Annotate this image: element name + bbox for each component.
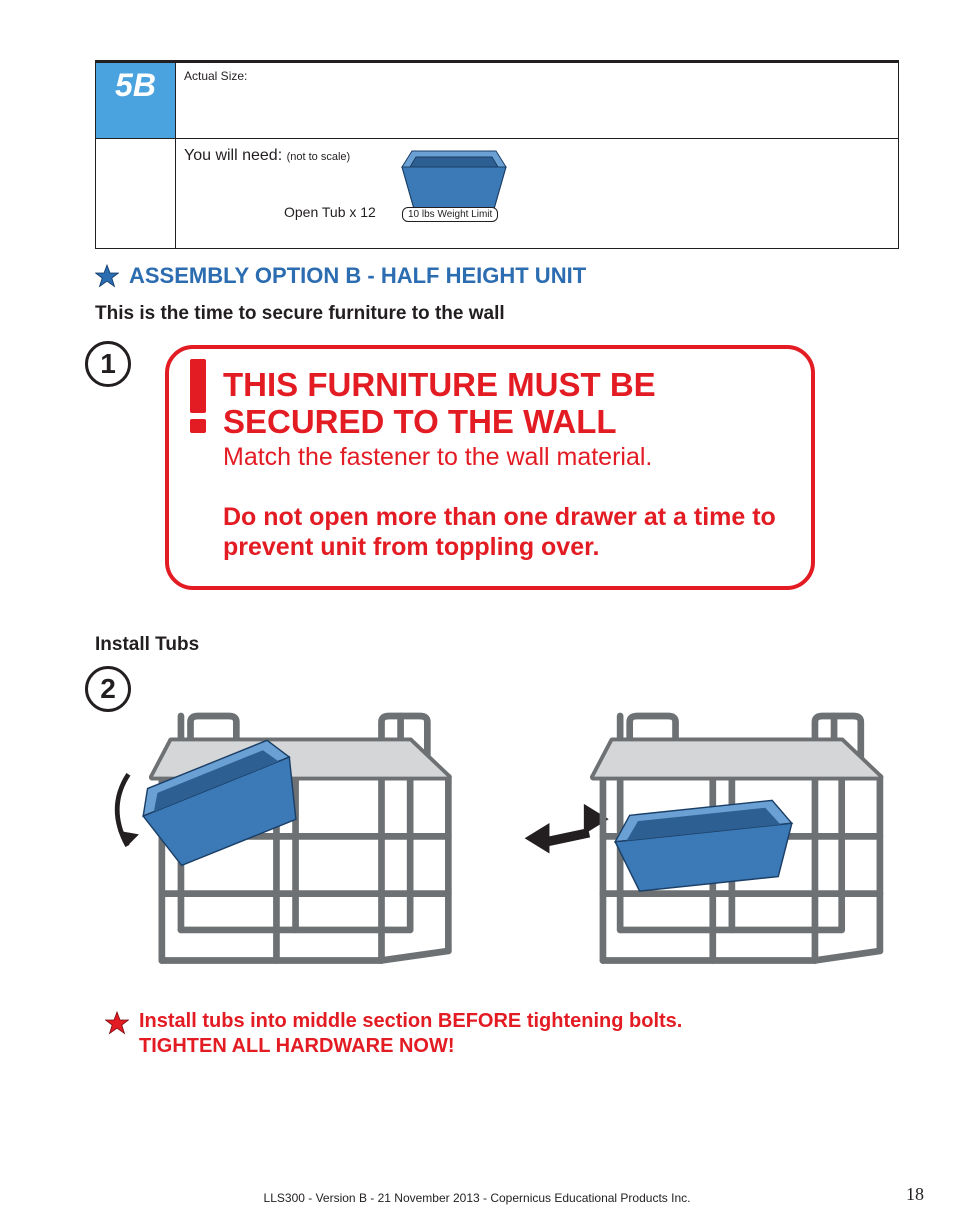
secure-line: This is the time to secure furniture to … <box>95 303 899 325</box>
step-2-number: 2 <box>100 673 116 705</box>
section-title: ASSEMBLY OPTION B - HALF HEIGHT UNIT <box>129 263 586 289</box>
footer-text: LLS300 - Version B - 21 November 2013 - … <box>0 1191 954 1205</box>
actual-size-label: Actual Size: <box>184 69 247 83</box>
install-tubs-heading: Install Tubs <box>95 634 899 656</box>
section-title-row: ASSEMBLY OPTION B - HALF HEIGHT UNIT <box>95 263 899 289</box>
figure-insert-tub <box>95 674 477 985</box>
red-note-l2: TIGHTEN ALL HARDWARE NOW! <box>139 1034 682 1059</box>
warning-heading-l1: THIS FURNITURE MUST BE <box>223 367 783 404</box>
step-2-circle: 2 <box>85 666 131 712</box>
actual-size-cell: Actual Size: <box>176 63 899 139</box>
warning-subtext: Match the fastener to the wall material. <box>223 443 783 472</box>
star-icon <box>95 264 119 288</box>
step-2-block: 2 <box>95 674 899 985</box>
red-note-row: Install tubs into middle section BEFORE … <box>105 1009 899 1059</box>
you-will-need-cell: You will need: (not to scale) Open Tub x… <box>176 139 899 249</box>
exclamation-icon <box>181 359 215 433</box>
figure-slide-tub <box>517 674 899 985</box>
red-note: Install tubs into middle section BEFORE … <box>139 1009 682 1059</box>
warning-box: THIS FURNITURE MUST BE SECURED TO THE WA… <box>165 345 815 590</box>
warning-heading-l2: SECURED TO THE WALL <box>223 404 783 441</box>
parts-table: 5B Actual Size: You will need: (not to s… <box>95 62 899 249</box>
tub-name: Open Tub x 12 <box>284 204 376 220</box>
need-sub: (not to scale) <box>287 151 351 163</box>
page-number: 18 <box>906 1184 924 1205</box>
step-code: 5B <box>115 67 156 103</box>
red-note-l1: Install tubs into middle section BEFORE … <box>139 1009 682 1034</box>
need-text: You will need: (not to scale) <box>184 143 890 165</box>
blank-cell <box>96 139 176 249</box>
step-1-number: 1 <box>100 348 116 380</box>
tub-illustration-wrap: Open Tub x 12 10 lbs Weight Limit <box>384 139 524 224</box>
star-icon <box>105 1011 129 1035</box>
step-1-circle: 1 <box>85 341 131 387</box>
weight-limit-badge: 10 lbs Weight Limit <box>402 207 498 222</box>
step-1-block: 1 THIS FURNITURE MUST BE SECURED TO THE … <box>95 345 899 590</box>
need-label: You will need: <box>184 147 282 164</box>
step-code-cell: 5B <box>96 63 176 139</box>
warning-paragraph: Do not open more than one drawer at a ti… <box>223 502 783 562</box>
